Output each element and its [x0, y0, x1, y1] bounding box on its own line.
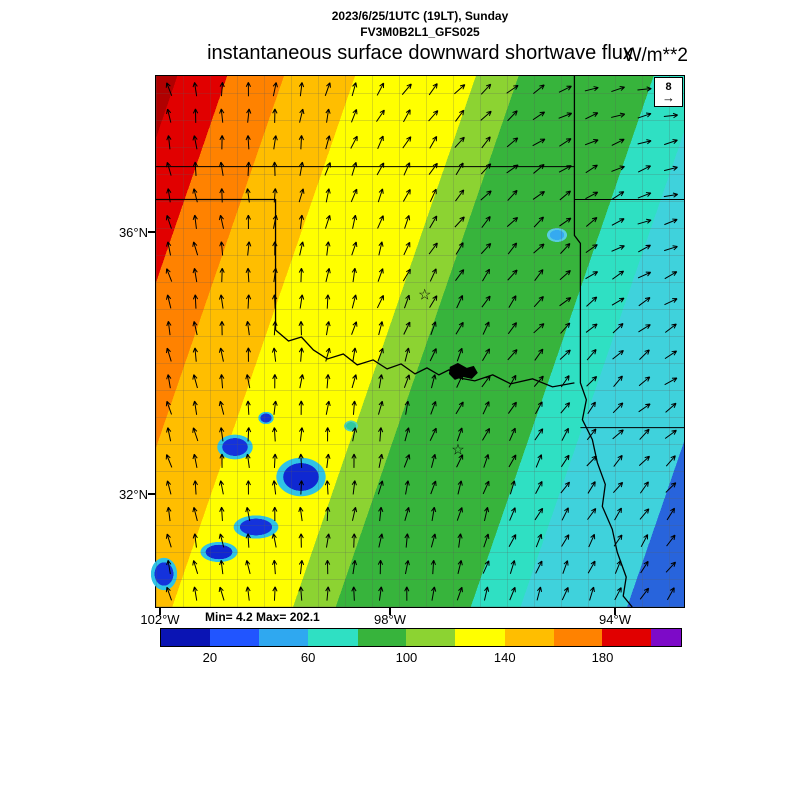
colorbar-segment: [406, 629, 456, 646]
header: 2023/6/25/1UTC (19LT), Sunday FV3M0B2L1_…: [155, 8, 685, 40]
map-panel: ☆ ☆ 8 →: [146, 75, 685, 608]
lake-texoma: [448, 362, 478, 380]
lat-label-32n: 32°N: [118, 487, 148, 502]
model-run-label: FV3M0B2L1_GFS025: [360, 25, 480, 39]
event-marker-star-2: ☆: [451, 441, 465, 459]
colorbar-segment: [209, 629, 260, 646]
lon-tick-102w: [159, 608, 161, 615]
cloud-minimum-blob: [194, 539, 243, 566]
wind-vectors: [165, 82, 679, 601]
cloud-minimum-blob: [544, 226, 571, 245]
colorbar-tick-label: 100: [395, 650, 418, 665]
colorbar-tick-label: 20: [202, 650, 218, 665]
lat-tick-32n: [148, 493, 155, 495]
lat-label-36n: 36°N: [118, 225, 148, 240]
colorbar-segment: [553, 629, 603, 646]
lon-tick-98w: [389, 608, 391, 615]
colorbar-segment: [455, 629, 505, 646]
lon-label-94w: 94°W: [599, 612, 631, 627]
lat-tick-36n: [148, 231, 155, 233]
colorbar-segment: [651, 629, 681, 646]
minmax-label: Min= 4.2 Max= 202.1: [205, 610, 320, 624]
colorbar: 20 60 100 140 180: [160, 628, 682, 665]
lon-label-102w: 102°W: [140, 612, 180, 627]
colorbar-tick-label: 180: [591, 650, 614, 665]
lon-tick-94w: [614, 608, 616, 615]
reference-arrow-icon: →: [662, 89, 675, 105]
colorbar-segment: [259, 629, 309, 646]
event-marker-star-1: ☆: [418, 286, 432, 304]
state-borders: [156, 76, 684, 607]
colorbar-segment: [161, 629, 210, 646]
colorbar-tick-label: 140: [493, 650, 516, 665]
reference-vector-box: 8 →: [654, 77, 683, 107]
plot-title: instantaneous surface downward shortwave…: [207, 42, 633, 64]
cloud-minimum-blob: [255, 409, 276, 426]
county-lines-overlay: [156, 76, 684, 607]
colorbar-segment: [504, 629, 554, 646]
colorbar-tick-label: 60: [300, 650, 316, 665]
lon-label-98w: 98°W: [374, 612, 406, 627]
units-label: W/m**2: [623, 45, 688, 66]
cloud-minimum-blob: [146, 553, 181, 596]
colorbar-segment: [357, 629, 407, 646]
wind-arrow-glyphs: [165, 82, 679, 601]
colorbar-segment: [602, 629, 652, 646]
datetime-label: 2023/6/25/1UTC (19LT), Sunday: [331, 9, 509, 23]
colorbar-segment: [308, 629, 358, 646]
reference-vector-value: 8: [665, 80, 672, 93]
